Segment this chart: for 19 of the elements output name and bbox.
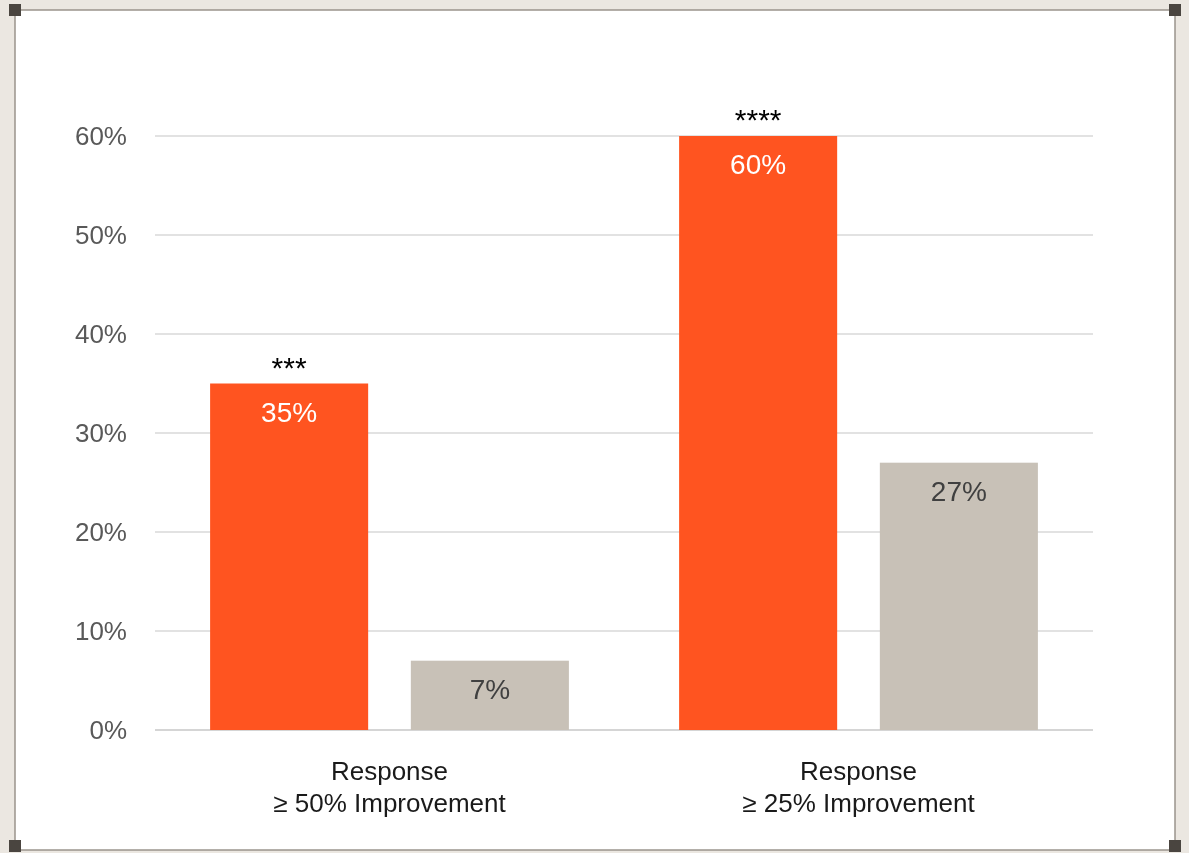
x-tick-label: Response ≥ 25% Improvement xyxy=(742,756,976,818)
y-tick-label: 60% xyxy=(74,121,127,152)
data-label: 27% xyxy=(930,475,987,507)
bar xyxy=(410,660,569,730)
bar xyxy=(679,136,838,730)
data-label: 60% xyxy=(730,149,787,180)
x-tick-label: Response ≥ 50% Improvement xyxy=(273,756,507,818)
y-tick-label: 50% xyxy=(74,220,127,251)
annotation: **** xyxy=(734,103,782,136)
y-tick-label: 20% xyxy=(74,517,127,548)
y-tick-label: 10% xyxy=(74,616,127,647)
annotation: *** xyxy=(271,350,307,384)
data-label: 7% xyxy=(469,673,511,705)
bar xyxy=(879,462,1038,730)
y-tick-label: 40% xyxy=(74,319,127,350)
y-tick-label: 30% xyxy=(74,418,127,449)
data-label: 35% xyxy=(261,396,318,428)
bar xyxy=(210,383,369,730)
y-tick-label: 0% xyxy=(89,715,127,746)
